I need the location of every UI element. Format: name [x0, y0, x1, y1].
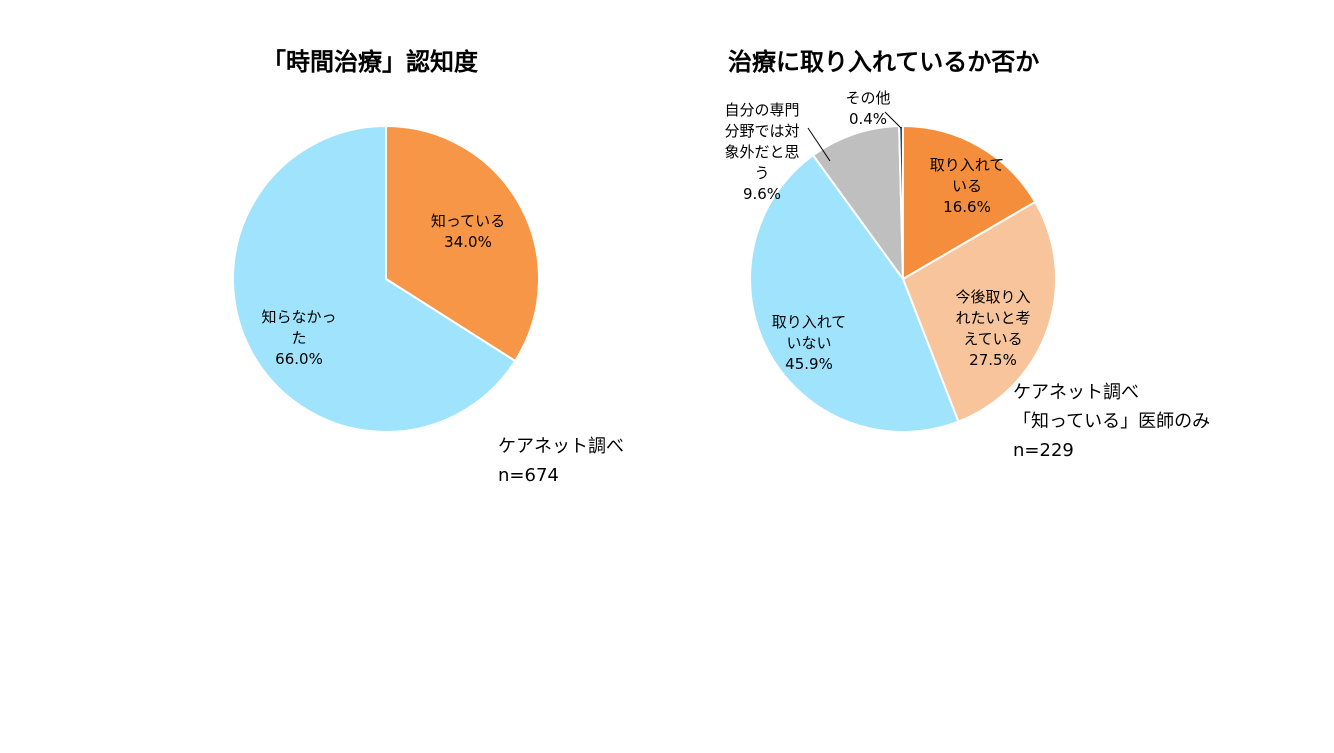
chart2-data-label-5: その他 0.4% — [845, 89, 890, 128]
chart2-slice-1 — [902, 124, 1037, 281]
chart2-population: 「知っている」医師のみ — [1013, 411, 1211, 432]
chart1-source-note: ケアネット調べ n=674 — [498, 432, 624, 490]
chart2-slice-2 — [901, 200, 1057, 423]
chart1-data-label-2: 知らなかった 66.0% — [261, 308, 336, 368]
chart2-source: ケアネット調べ — [1013, 382, 1139, 403]
chart2-slice-4 — [811, 125, 905, 283]
chart2-data-label-1: 取り入れている 16.6% — [930, 156, 1005, 216]
chart1-slice-2 — [232, 124, 517, 433]
chart2-sample-size: n=229 — [1013, 440, 1074, 461]
chart1-source: ケアネット調べ — [498, 436, 624, 457]
chart2-slice-3 — [748, 153, 960, 433]
chart1-data-label-1: 知っている 34.0% — [431, 212, 505, 251]
chart2-title: 治療に取り入れているか否か — [728, 48, 1040, 76]
chart2-source-note: ケアネット調べ「知っている」医師のみ n=229 — [1013, 378, 1210, 465]
chart2-data-label-3: 取り入れていない 45.9% — [772, 313, 847, 373]
chart2-leader-line-5 — [884, 111, 902, 129]
chart2-leader-line-4 — [807, 127, 831, 162]
chart2-data-label-4: 自分の専門分野では対象外だと思う 9.6% — [724, 101, 799, 203]
chart1-sample-size: n=674 — [498, 465, 559, 486]
chart1-title: 「時間治療」認知度 — [262, 48, 478, 76]
chart2-data-label-2: 今後取り入れたいと考えている 27.5% — [955, 288, 1030, 369]
